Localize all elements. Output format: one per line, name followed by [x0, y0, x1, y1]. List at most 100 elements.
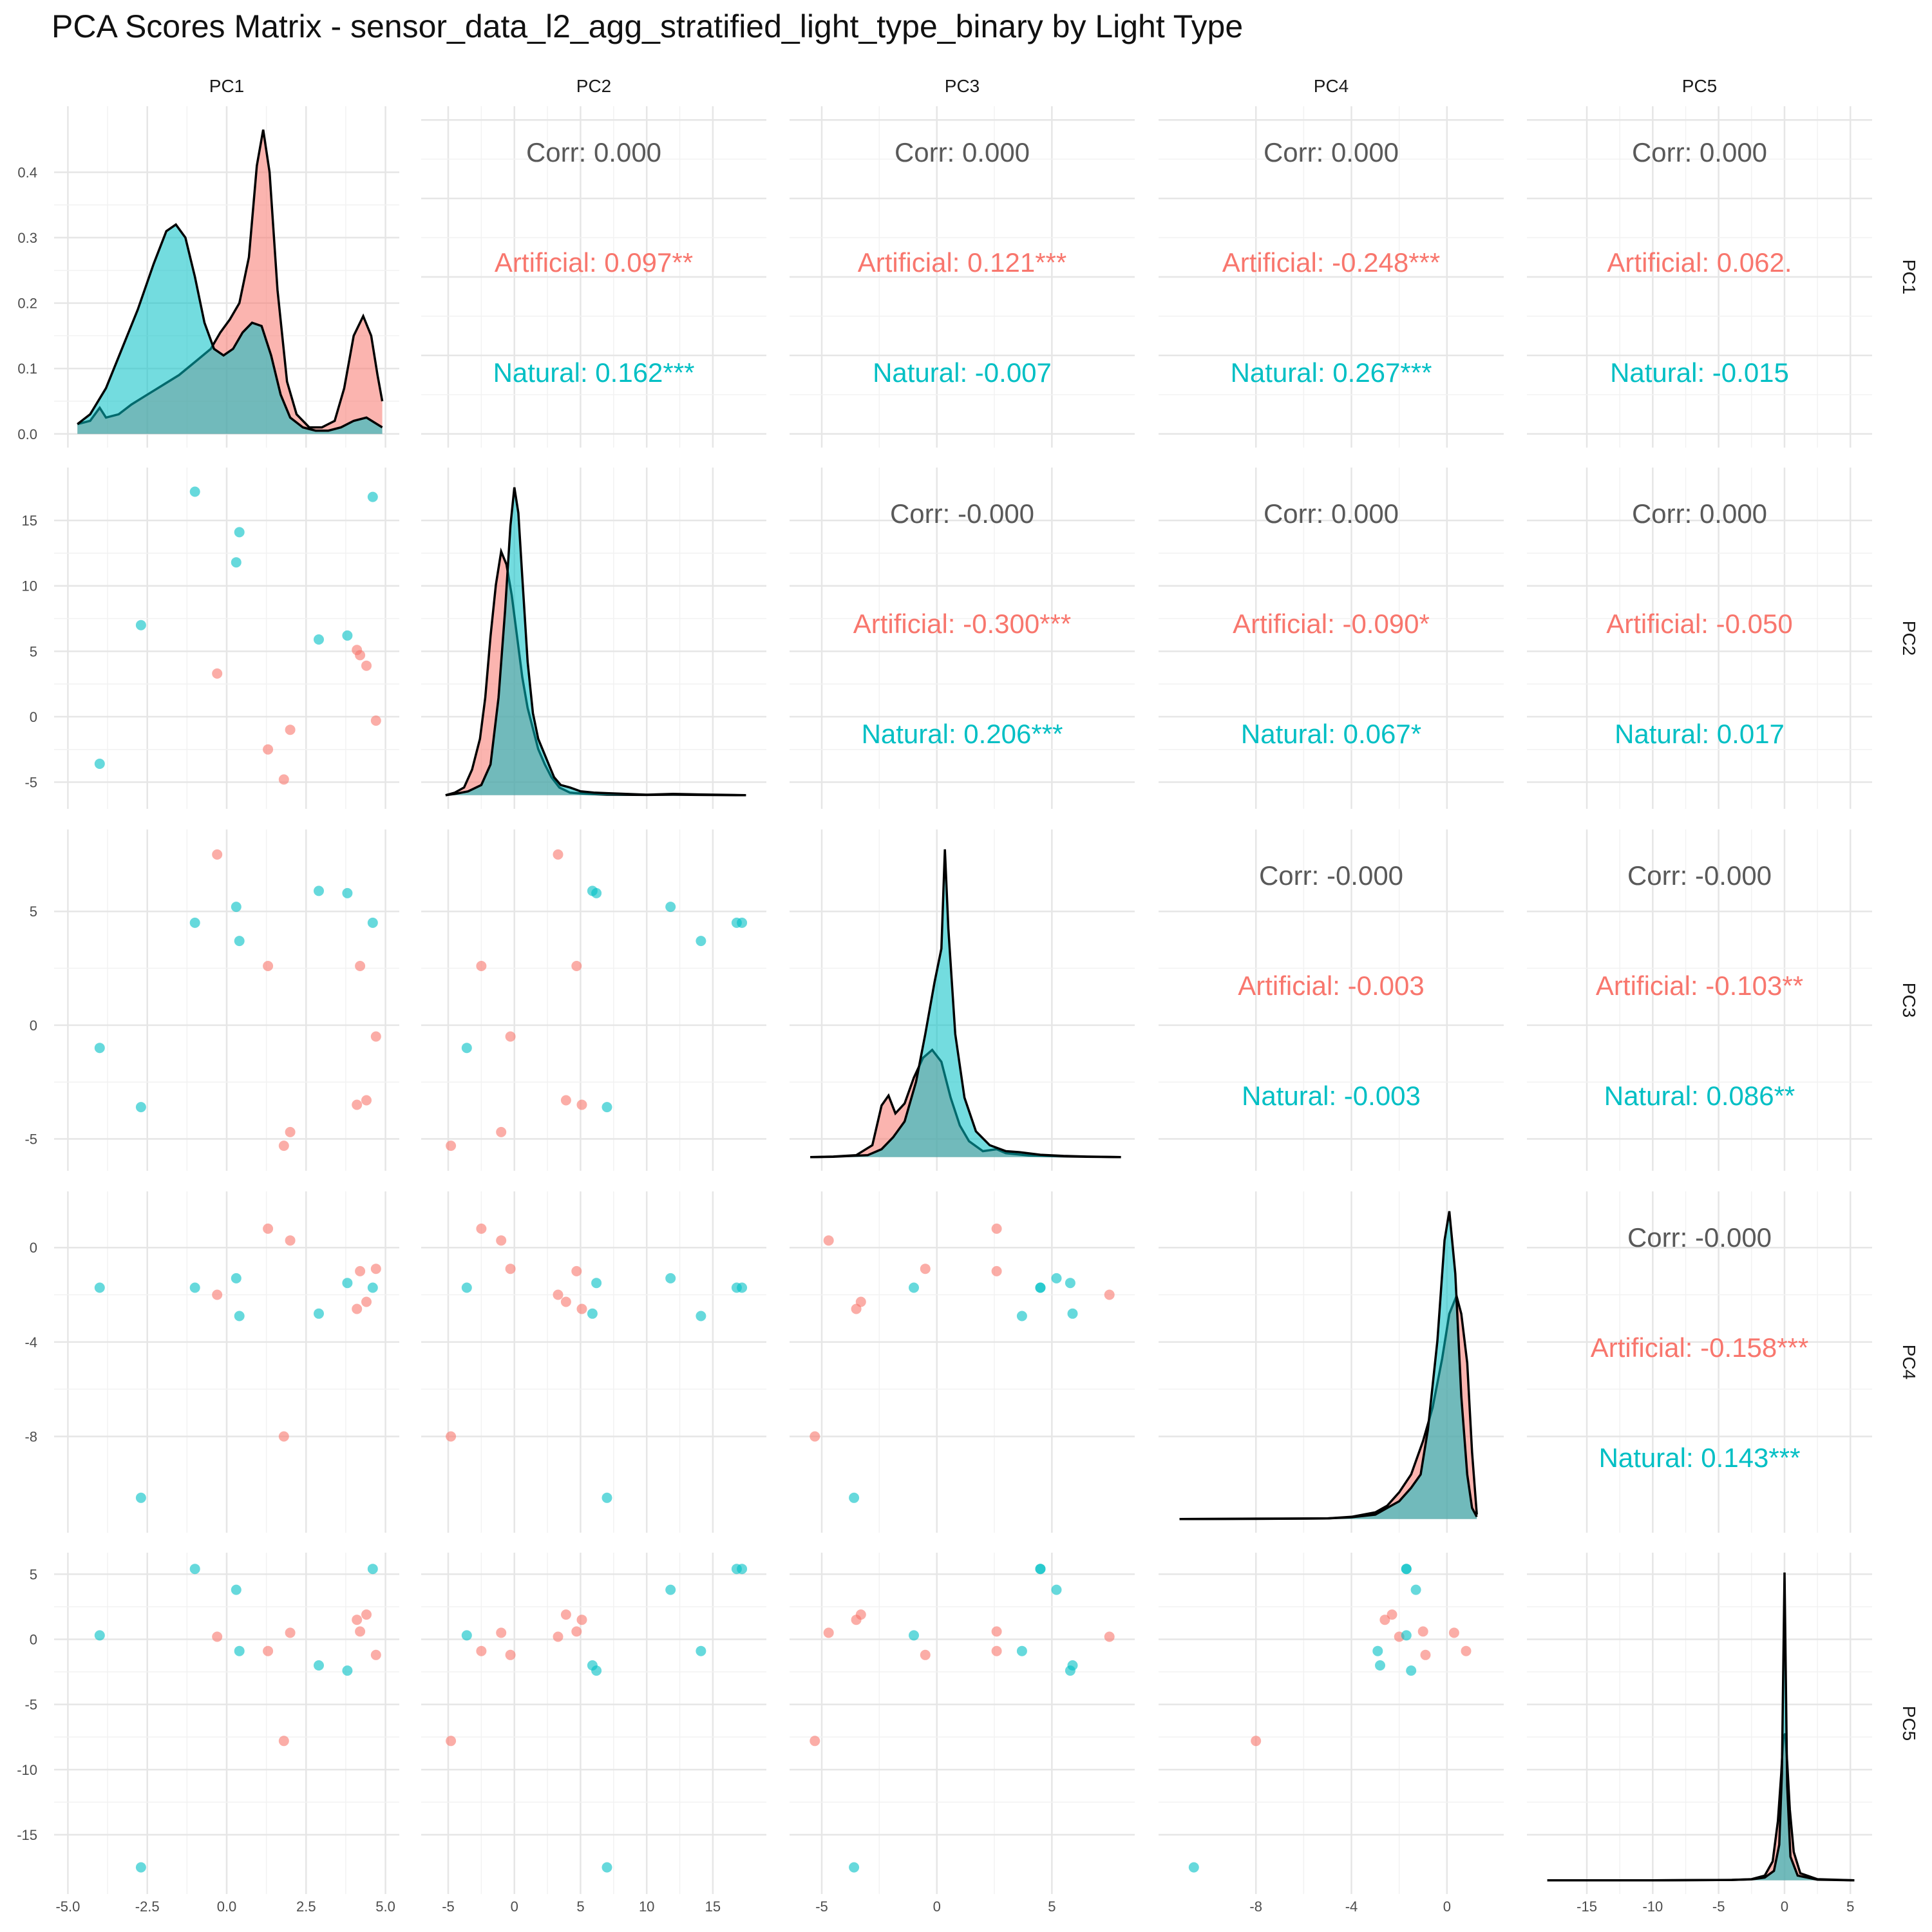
- x-tick-label: 5: [576, 1899, 584, 1915]
- correlation-natural: Natural: 0.086**: [1604, 1081, 1795, 1111]
- scatter-point: [665, 902, 676, 913]
- scatter-point: [696, 1645, 706, 1656]
- scatter-point: [665, 1273, 676, 1283]
- scatter-point: [920, 1264, 931, 1274]
- scatter-point: [731, 1282, 742, 1293]
- density-line-natural: [77, 223, 383, 432]
- scatter-point: [849, 1492, 860, 1503]
- scatter-point: [361, 1609, 372, 1620]
- scatter-point: [189, 486, 200, 497]
- x-tick-label: 10: [639, 1899, 654, 1915]
- scatter-point: [352, 1303, 363, 1314]
- scatter-point: [314, 886, 324, 896]
- y-tick-label: 5: [30, 904, 37, 920]
- scatter-point: [352, 1615, 363, 1625]
- scatter-point: [991, 1645, 1002, 1656]
- density-area-natural: [810, 849, 1121, 1157]
- scatter-point: [94, 1282, 105, 1293]
- scatter-point: [1448, 1627, 1459, 1638]
- density-line-natural: [1547, 1572, 1855, 1882]
- scatter-point: [505, 1649, 516, 1660]
- correlation-overall: Corr: 0.000: [526, 137, 661, 167]
- column-strip-label: PC4: [1314, 76, 1349, 96]
- scatter-point: [285, 1235, 296, 1246]
- scatter-point: [1104, 1631, 1115, 1642]
- scatter-point: [231, 1273, 242, 1283]
- scatter-point: [355, 1626, 366, 1637]
- scatter-point: [731, 917, 742, 928]
- y-tick-label: 0.4: [17, 164, 37, 180]
- scatter-point: [234, 1311, 245, 1321]
- scatter-point: [263, 961, 274, 971]
- scatter-point: [1410, 1584, 1421, 1595]
- scatter-point: [314, 1308, 324, 1319]
- y-tick-label: -5: [24, 774, 37, 790]
- scatter-point: [1401, 1564, 1412, 1575]
- scatter-point: [278, 774, 289, 785]
- y-tick-label: 0: [30, 1018, 37, 1034]
- scatter-point: [1067, 1308, 1078, 1319]
- scatter-point: [823, 1627, 834, 1638]
- scatter-point: [1051, 1273, 1062, 1283]
- scatter-point: [370, 1264, 381, 1274]
- scatter-point: [361, 660, 372, 671]
- scatter-point: [496, 1627, 507, 1638]
- correlation-natural: Natural: 0.267***: [1231, 357, 1432, 388]
- x-tick-label: 0: [1443, 1899, 1451, 1915]
- scatter-point: [94, 1043, 105, 1054]
- scatter-point: [909, 1630, 919, 1641]
- scatter-point: [1188, 1862, 1199, 1873]
- scatter-point: [731, 1564, 742, 1575]
- scatter-point: [1401, 1630, 1412, 1641]
- scatter-point: [810, 1736, 820, 1747]
- scatter-point: [231, 902, 242, 913]
- y-tick-label: 0.2: [17, 296, 37, 312]
- y-tick-label: -15: [17, 1827, 37, 1843]
- correlation-natural: Natural: 0.067*: [1241, 719, 1421, 749]
- y-tick-label: -10: [17, 1762, 37, 1778]
- x-tick-label: -5.0: [55, 1899, 80, 1915]
- scatter-point: [231, 1584, 242, 1595]
- y-tick-label: -4: [24, 1334, 37, 1350]
- scatter-point: [553, 849, 564, 860]
- scatter-point: [370, 1031, 381, 1042]
- scatter-point: [587, 1308, 598, 1319]
- scatter-point: [920, 1649, 931, 1660]
- scatter-point: [909, 1282, 919, 1293]
- scatter-point: [601, 1862, 612, 1873]
- correlation-natural: Natural: 0.162***: [493, 357, 695, 388]
- correlation-artificial: Artificial: -0.103**: [1596, 971, 1803, 1001]
- scatter-point: [1387, 1609, 1397, 1620]
- scatter-point: [234, 936, 245, 947]
- correlation-overall: Corr: -0.000: [1259, 860, 1403, 891]
- y-tick-label: 0: [30, 1632, 37, 1648]
- scatter-point: [135, 1102, 146, 1113]
- row-strip-label: PC3: [1899, 983, 1919, 1018]
- scatter-point: [189, 1282, 200, 1293]
- scatter-point: [991, 1223, 1002, 1234]
- scatter-point: [496, 1126, 507, 1137]
- scatter-point: [135, 620, 146, 630]
- scatter-point: [352, 1099, 363, 1110]
- scatter-point: [278, 1431, 289, 1442]
- scatter-point: [285, 1126, 296, 1137]
- scatter-point: [1035, 1564, 1046, 1575]
- scatter-point: [560, 1296, 571, 1307]
- scatter-point: [231, 557, 242, 568]
- scatter-point: [278, 1141, 289, 1151]
- scatter-point: [1372, 1645, 1383, 1656]
- scatter-point: [263, 744, 274, 755]
- density-area-artificial: [1547, 1733, 1855, 1880]
- density-line-natural: [810, 849, 1121, 1159]
- correlation-overall: Corr: 0.000: [1264, 498, 1399, 529]
- y-tick-label: -5: [24, 1132, 37, 1148]
- scatter-point: [1104, 1289, 1115, 1300]
- correlation-overall: Corr: -0.000: [1627, 860, 1772, 891]
- correlation-natural: Natural: 0.143***: [1599, 1443, 1801, 1473]
- x-tick-label: 0: [1781, 1899, 1788, 1915]
- scatter-point: [1016, 1645, 1027, 1656]
- scatter-point: [855, 1609, 866, 1620]
- scatter-point: [263, 1645, 274, 1656]
- correlation-overall: Corr: 0.000: [1632, 137, 1767, 167]
- correlation-overall: Corr: 0.000: [895, 137, 1030, 167]
